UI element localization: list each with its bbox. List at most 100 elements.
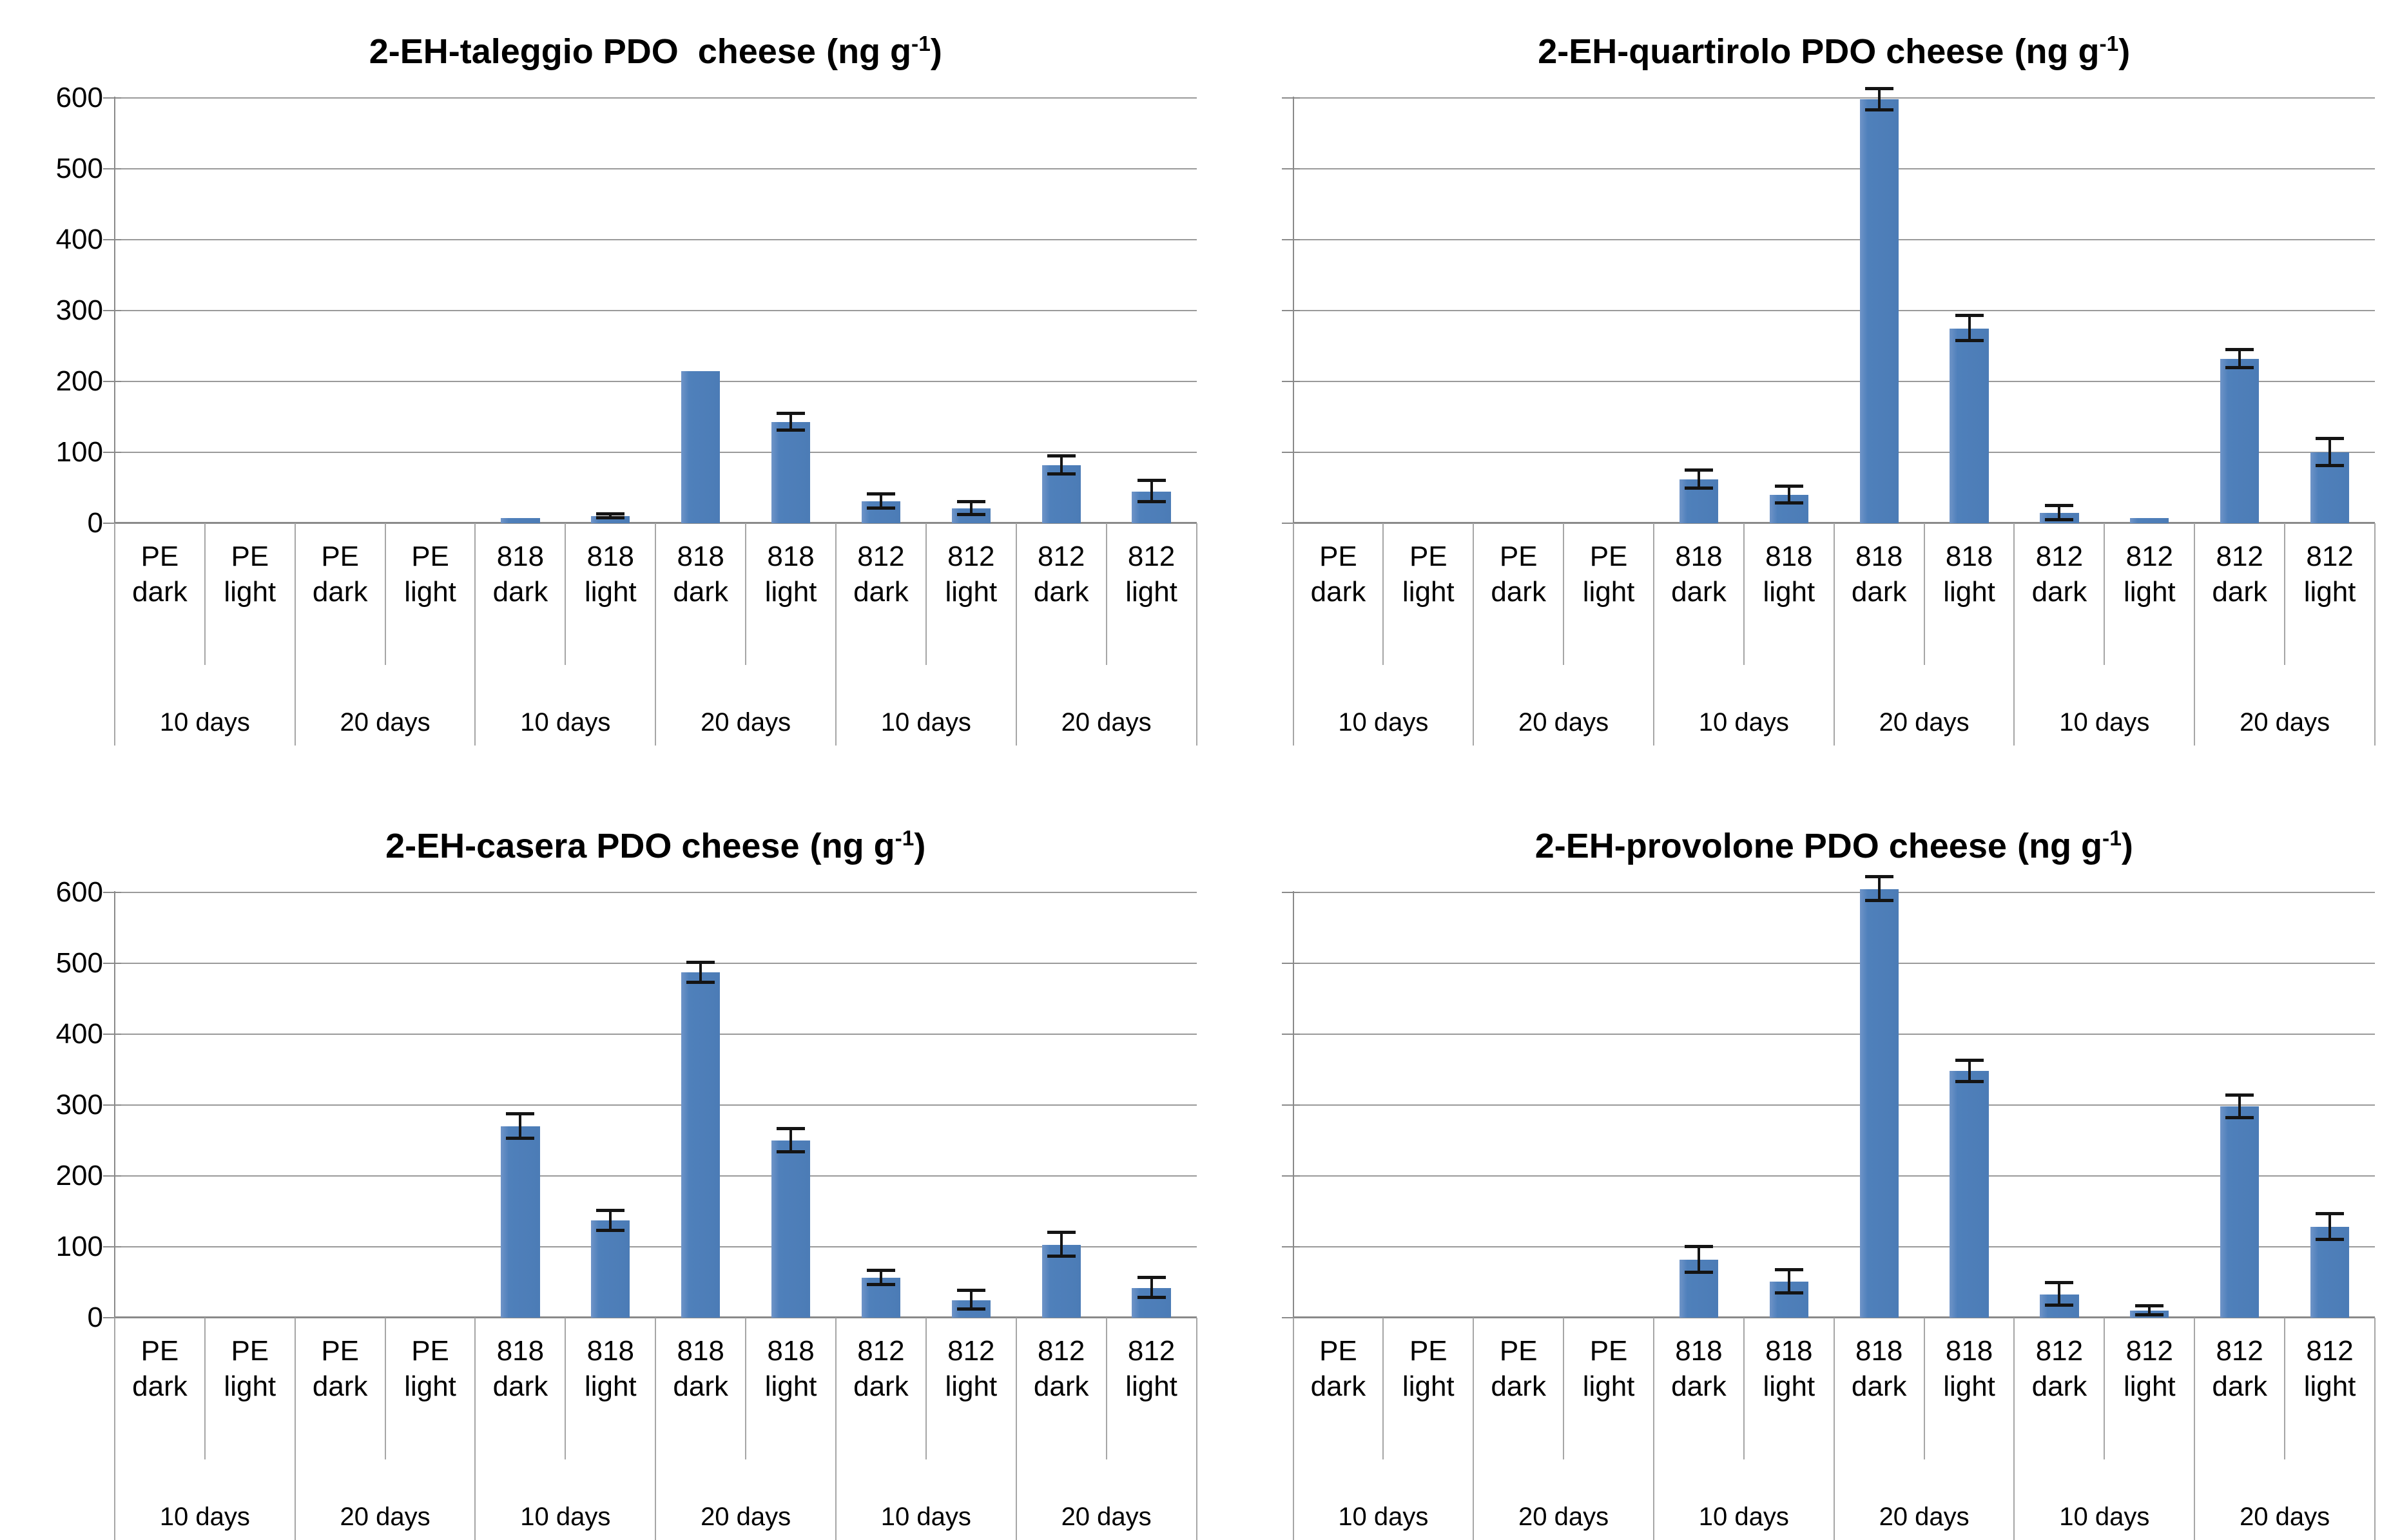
category-separator-line bbox=[565, 1318, 566, 1459]
error-bar bbox=[789, 1129, 793, 1152]
category-separator-line bbox=[1923, 1318, 1925, 1459]
bar bbox=[501, 1126, 540, 1318]
x-category-mode: light bbox=[1125, 1371, 1177, 1402]
x-group-label: 20 days bbox=[340, 708, 431, 736]
x-category-package: PE bbox=[1499, 1335, 1538, 1367]
category-separator-line bbox=[1105, 523, 1107, 665]
bar bbox=[2310, 1227, 2350, 1318]
y-axis-tick bbox=[1281, 523, 1300, 524]
error-bar-cap bbox=[1684, 468, 1713, 472]
x-category-cell: 812 light bbox=[2285, 1318, 2375, 1459]
error-bar-cap bbox=[596, 1228, 625, 1232]
y-tick-label: 500 bbox=[55, 947, 103, 979]
error-bar-cap bbox=[1774, 501, 1803, 505]
category-separator-line bbox=[2284, 523, 2286, 665]
x-category-mode: light bbox=[1763, 576, 1815, 608]
x-category-mode: dark bbox=[1671, 576, 1727, 608]
x-category-cell: PE light bbox=[1383, 1318, 1473, 1459]
x-category-cell: 812 dark bbox=[2194, 523, 2285, 665]
group-separator-line bbox=[1196, 1318, 1197, 1540]
x-category-cell: 812 light bbox=[1107, 523, 1197, 665]
x-category-cell: PE dark bbox=[1473, 523, 1563, 665]
x-category-package: 812 bbox=[947, 1335, 995, 1367]
y-axis-tick bbox=[1281, 381, 1300, 382]
y-tick-label: 200 bbox=[55, 365, 103, 397]
x-category-cell: 812 light bbox=[926, 523, 1016, 665]
error-bar-cap bbox=[1137, 1296, 1166, 1300]
x-category-package: 812 bbox=[2216, 541, 2263, 572]
bar bbox=[1859, 889, 1899, 1318]
x-category-cell: PE dark bbox=[1293, 1318, 1384, 1459]
error-bar-cap bbox=[596, 512, 625, 515]
x-category-package: PE bbox=[1589, 541, 1628, 572]
x-category-cell: 812 dark bbox=[1016, 523, 1107, 665]
error-bar-cap bbox=[777, 1127, 806, 1131]
x-group-label: 20 days bbox=[340, 1503, 431, 1531]
x-category-mode: light bbox=[404, 1371, 456, 1402]
gridline bbox=[1293, 892, 2375, 893]
bar bbox=[1950, 328, 1989, 523]
x-category-package: PE bbox=[1589, 1335, 1628, 1367]
chart-title-text: 2-EH-provolone PDO cheese bbox=[1534, 827, 2007, 865]
chart-title-unit: (ng g-1) bbox=[809, 827, 926, 865]
x-category-package: 812 bbox=[1037, 541, 1085, 572]
y-axis-tick bbox=[1281, 168, 1300, 169]
x-category-package: 812 bbox=[857, 1335, 905, 1367]
x-category-package: 812 bbox=[2216, 1335, 2263, 1367]
x-category-cell: 818 light bbox=[565, 1318, 655, 1459]
bar bbox=[2220, 1106, 2260, 1318]
x-category-cell: 812 light bbox=[926, 1318, 1016, 1459]
x-category-package: 818 bbox=[1675, 1335, 1723, 1367]
x-axis-labels: PE dark PE light PE dark PE light 818 dark 818 ligh… bbox=[114, 523, 1197, 746]
x-category-package: PE bbox=[1409, 1335, 1447, 1367]
y-axis-tick bbox=[1281, 1317, 1300, 1318]
x-category-mode: light bbox=[1763, 1371, 1815, 1402]
error-bar-cap bbox=[956, 500, 985, 503]
y-axis-tick-labels: 600 500 400 300 200 100 0 bbox=[18, 82, 115, 539]
error-bar-cap bbox=[956, 1307, 985, 1311]
error-bar-cap bbox=[2225, 1093, 2254, 1097]
error-bar-cap bbox=[956, 1289, 985, 1293]
x-category-mode: light bbox=[2303, 1371, 2356, 1402]
chart-title-text: 2-EH-quartirolo PDO cheese bbox=[1538, 32, 2004, 71]
x-category-cell: 812 light bbox=[2104, 1318, 2194, 1459]
x-category-mode: dark bbox=[1851, 576, 1907, 608]
error-bar-cap bbox=[1774, 1268, 1803, 1272]
x-group-label: 20 days bbox=[1518, 1503, 1609, 1531]
x-category-cell: PE dark bbox=[295, 523, 385, 665]
x-category-cell: 818 light bbox=[1924, 523, 2015, 665]
error-bar bbox=[789, 413, 793, 430]
group-separator-line bbox=[835, 523, 837, 746]
error-bar bbox=[969, 502, 973, 515]
group-separator-line bbox=[2374, 523, 2376, 746]
y-axis-tick bbox=[1281, 1246, 1300, 1247]
x-category-mode: dark bbox=[2031, 1371, 2087, 1402]
error-bar bbox=[2058, 505, 2061, 520]
x-category-cell: 812 dark bbox=[2014, 523, 2104, 665]
chart-title-quartirolo: 2-EH-quartirolo PDO cheese (ng g-1) bbox=[1197, 22, 2376, 98]
error-bar bbox=[2328, 439, 2332, 466]
x-category-mode: dark bbox=[1491, 576, 1546, 608]
y-tick-label: 0 bbox=[87, 507, 103, 539]
y-tick-label: 200 bbox=[55, 1160, 103, 1191]
chart-title-text: 2-EH-taleggio PDO cheese bbox=[369, 32, 816, 71]
x-category-cell: 818 light bbox=[746, 1318, 836, 1459]
category-separator-line bbox=[384, 1318, 386, 1459]
group-separator-line bbox=[1473, 1318, 1475, 1540]
error-bar-cap bbox=[2045, 503, 2074, 507]
x-category-package: 812 bbox=[1037, 1335, 1085, 1367]
y-axis-tick bbox=[103, 963, 121, 964]
x-category-mode: dark bbox=[673, 1371, 728, 1402]
group-separator-line bbox=[655, 523, 657, 746]
x-category-cell: PE light bbox=[1383, 523, 1473, 665]
group-separator-line bbox=[1196, 523, 1197, 746]
x-category-cell: 818 dark bbox=[475, 523, 565, 665]
x-category-cell: 812 light bbox=[2285, 523, 2375, 665]
x-category-cell: PE dark bbox=[1293, 523, 1384, 665]
group-separator-line bbox=[2374, 1318, 2376, 1540]
category-separator-line bbox=[925, 523, 927, 665]
x-group-label: 20 days bbox=[1879, 708, 1970, 736]
x-group-label: 20 days bbox=[1061, 708, 1152, 736]
gridline bbox=[115, 381, 1197, 382]
x-category-cell: 818 light bbox=[1744, 1318, 1834, 1459]
